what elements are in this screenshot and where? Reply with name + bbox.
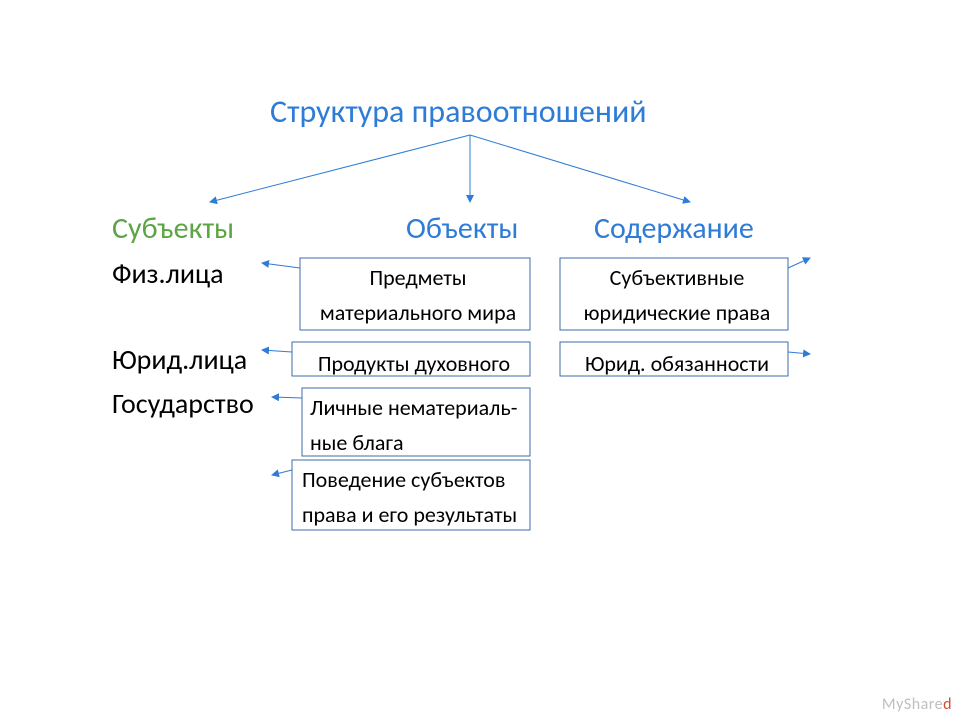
content-box-0-line-0: Субъективные [570, 260, 784, 295]
object-box-2-line-0: Личные нематериаль- [310, 390, 526, 425]
content-box-1: Юрид. обязанности [570, 346, 784, 381]
object-box-3-line-1: права и его результаты [302, 497, 526, 532]
object-box-2-line-1: ные блага [310, 425, 526, 460]
object-box-0: Предметы материального мира [310, 260, 526, 330]
object-box-1-line-0: Продукты духовного [302, 346, 526, 381]
object-box-1: Продукты духовного [302, 346, 526, 381]
subject-item-2: Государство [112, 386, 254, 421]
object-box-2: Личные нематериаль- ные блага [310, 390, 526, 460]
content-box-0: Субъективные юридические права [570, 260, 784, 330]
content-head: Содержание [594, 210, 754, 247]
object-box-3: Поведение субъектов права и его результа… [302, 462, 526, 532]
watermark: MyShared [882, 695, 952, 714]
object-box-3-line-0: Поведение субъектов [302, 462, 526, 497]
subject-item-0: Физ.лица [112, 256, 224, 291]
watermark-red: d [943, 695, 952, 714]
object-box-0-line-0: Предметы [310, 260, 526, 295]
content-box-0-line-1: юридические права [570, 295, 784, 330]
watermark-gray: MyShare [882, 695, 943, 714]
content-box-1-line-0: Юрид. обязанности [570, 346, 784, 381]
page-title: Структура правоотношений [270, 92, 647, 131]
object-box-0-line-1: материального мира [310, 295, 526, 330]
objects-head: Объекты [406, 210, 518, 247]
subject-item-1: Юрид.лица [112, 342, 247, 377]
subjects-head: Субъекты [112, 210, 234, 247]
